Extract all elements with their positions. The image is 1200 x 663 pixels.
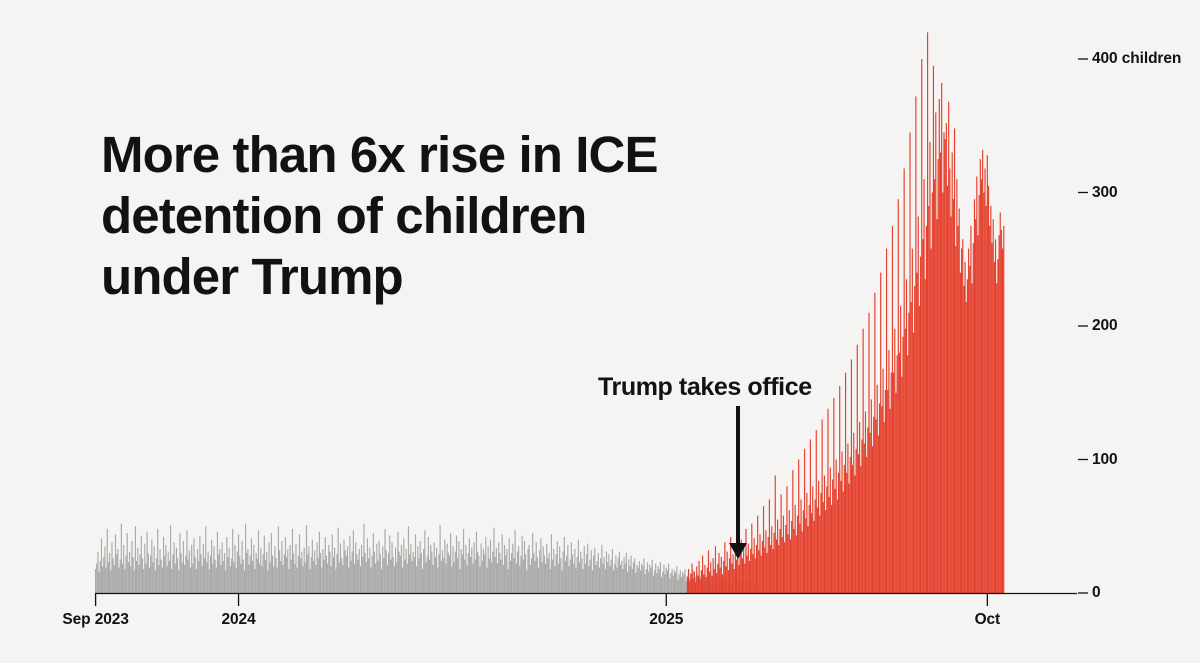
y-axis-tick-label: 300 <box>1092 183 1118 201</box>
bars-group <box>95 32 1005 594</box>
annotation-arrow-group <box>729 406 747 559</box>
bar-series-0 <box>95 523 760 594</box>
page-title: More than 6x rise in ICE detention of ch… <box>101 126 658 305</box>
bar-series-1 <box>686 32 1005 594</box>
y-axis-tick-label: 400 children <box>1092 50 1182 67</box>
y-axis-tick-label: 0 <box>1092 584 1101 601</box>
y-axis-tick-label: 200 <box>1092 317 1118 334</box>
y-axis-tick-label: 100 <box>1092 450 1118 468</box>
annotation-trump-takes-office-label: Trump takes office <box>598 373 812 401</box>
x-axis-tick-label: 2025 <box>649 611 684 628</box>
x-axis-tick-label: Oct <box>974 611 1001 628</box>
down-arrow-icon <box>729 543 747 559</box>
x-axis-tick-label: Sep 2023 <box>62 611 129 628</box>
x-axis-tick-label: 2024 <box>221 611 256 628</box>
axis-group <box>94 58 1088 606</box>
